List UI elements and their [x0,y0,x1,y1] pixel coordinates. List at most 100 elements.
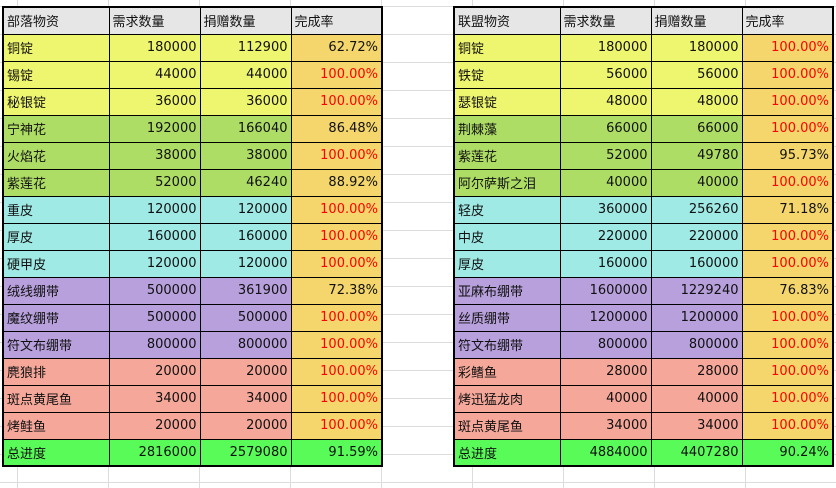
required-qty-cell[interactable]: 160000 [559,249,652,278]
item-name-cell[interactable]: 火焰花 [2,141,110,170]
required-qty-cell[interactable]: 40000 [559,168,652,197]
donated-qty-cell[interactable]: 160000 [199,222,292,251]
required-qty-cell[interactable]: 4884000 [559,438,652,467]
item-name-cell[interactable]: 总进度 [453,438,561,467]
donated-qty-cell[interactable]: 160000 [650,249,743,278]
donated-qty-cell[interactable]: 56000 [650,60,743,89]
required-qty-cell[interactable]: 40000 [559,384,652,413]
required-qty-cell[interactable]: 34000 [559,411,652,440]
donated-qty-cell[interactable]: 34000 [199,384,292,413]
donated-qty-cell[interactable]: 180000 [650,33,743,62]
item-name-cell[interactable]: 斑点黄尾鱼 [453,411,561,440]
column-header[interactable]: 需求数量 [559,6,652,35]
item-name-cell[interactable]: 符文布绷带 [453,330,561,359]
completion-rate-cell[interactable]: 100.00% [290,384,383,413]
required-qty-cell[interactable]: 120000 [108,249,201,278]
required-qty-cell[interactable]: 1200000 [559,303,652,332]
completion-rate-cell[interactable]: 72.38% [290,276,383,305]
donated-qty-cell[interactable]: 34000 [650,411,743,440]
donated-qty-cell[interactable]: 40000 [650,168,743,197]
item-name-cell[interactable]: 烤迅猛龙肉 [453,384,561,413]
completion-rate-cell[interactable]: 91.59% [290,438,383,467]
required-qty-cell[interactable]: 500000 [108,303,201,332]
item-name-cell[interactable]: 魔纹绷带 [2,303,110,332]
item-name-cell[interactable]: 麂狼排 [2,357,110,386]
completion-rate-cell[interactable]: 100.00% [290,249,383,278]
item-name-cell[interactable]: 铁锭 [453,60,561,89]
required-qty-cell[interactable]: 36000 [108,87,201,116]
required-qty-cell[interactable]: 500000 [108,276,201,305]
required-qty-cell[interactable]: 28000 [559,357,652,386]
donated-qty-cell[interactable]: 38000 [199,141,292,170]
required-qty-cell[interactable]: 20000 [108,357,201,386]
column-header[interactable]: 部落物资 [2,6,110,35]
item-name-cell[interactable]: 锡锭 [2,60,110,89]
required-qty-cell[interactable]: 48000 [559,87,652,116]
required-qty-cell[interactable]: 38000 [108,141,201,170]
donated-qty-cell[interactable]: 800000 [199,330,292,359]
column-header[interactable]: 捐赠数量 [650,6,743,35]
required-qty-cell[interactable]: 800000 [559,330,652,359]
donated-qty-cell[interactable]: 49780 [650,141,743,170]
item-name-cell[interactable]: 总进度 [2,438,110,467]
required-qty-cell[interactable]: 800000 [108,330,201,359]
completion-rate-cell[interactable]: 88.92% [290,168,383,197]
completion-rate-cell[interactable]: 100.00% [741,114,834,143]
item-name-cell[interactable]: 紫莲花 [453,141,561,170]
completion-rate-cell[interactable]: 100.00% [290,357,383,386]
completion-rate-cell[interactable]: 100.00% [741,60,834,89]
completion-rate-cell[interactable]: 100.00% [290,87,383,116]
completion-rate-cell[interactable]: 100.00% [290,195,383,224]
donated-qty-cell[interactable]: 66000 [650,114,743,143]
required-qty-cell[interactable]: 360000 [559,195,652,224]
item-name-cell[interactable]: 符文布绷带 [2,330,110,359]
donated-qty-cell[interactable]: 166040 [199,114,292,143]
completion-rate-cell[interactable]: 100.00% [741,249,834,278]
required-qty-cell[interactable]: 160000 [108,222,201,251]
donated-qty-cell[interactable]: 220000 [650,222,743,251]
column-header[interactable]: 完成率 [290,6,383,35]
completion-rate-cell[interactable]: 95.73% [741,141,834,170]
completion-rate-cell[interactable]: 100.00% [290,60,383,89]
item-name-cell[interactable]: 秘银锭 [2,87,110,116]
donated-qty-cell[interactable]: 120000 [199,195,292,224]
donated-qty-cell[interactable]: 20000 [199,411,292,440]
item-name-cell[interactable]: 轻皮 [453,195,561,224]
completion-rate-cell[interactable]: 100.00% [741,330,834,359]
item-name-cell[interactable]: 丝质绷带 [453,303,561,332]
donated-qty-cell[interactable]: 4407280 [650,438,743,467]
completion-rate-cell[interactable]: 100.00% [741,222,834,251]
completion-rate-cell[interactable]: 62.72% [290,33,383,62]
item-name-cell[interactable]: 铜锭 [2,33,110,62]
donated-qty-cell[interactable]: 256260 [650,195,743,224]
completion-rate-cell[interactable]: 100.00% [741,357,834,386]
donated-qty-cell[interactable]: 1200000 [650,303,743,332]
item-name-cell[interactable]: 绒线绷带 [2,276,110,305]
item-name-cell[interactable]: 硬甲皮 [2,249,110,278]
donated-qty-cell[interactable]: 28000 [650,357,743,386]
required-qty-cell[interactable]: 66000 [559,114,652,143]
item-name-cell[interactable]: 阿尔萨斯之泪 [453,168,561,197]
column-header[interactable]: 需求数量 [108,6,201,35]
completion-rate-cell[interactable]: 100.00% [741,303,834,332]
donated-qty-cell[interactable]: 120000 [199,249,292,278]
donated-qty-cell[interactable]: 361900 [199,276,292,305]
item-name-cell[interactable]: 重皮 [2,195,110,224]
required-qty-cell[interactable]: 1600000 [559,276,652,305]
donated-qty-cell[interactable]: 800000 [650,330,743,359]
item-name-cell[interactable]: 瑟银锭 [453,87,561,116]
required-qty-cell[interactable]: 56000 [559,60,652,89]
donated-qty-cell[interactable]: 2579080 [199,438,292,467]
item-name-cell[interactable]: 厚皮 [453,249,561,278]
completion-rate-cell[interactable]: 71.18% [741,195,834,224]
required-qty-cell[interactable]: 192000 [108,114,201,143]
required-qty-cell[interactable]: 44000 [108,60,201,89]
completion-rate-cell[interactable]: 100.00% [741,384,834,413]
required-qty-cell[interactable]: 34000 [108,384,201,413]
item-name-cell[interactable]: 烤鲑鱼 [2,411,110,440]
completion-rate-cell[interactable]: 100.00% [290,330,383,359]
item-name-cell[interactable]: 彩鳍鱼 [453,357,561,386]
required-qty-cell[interactable]: 52000 [108,168,201,197]
required-qty-cell[interactable]: 180000 [559,33,652,62]
item-name-cell[interactable]: 紫莲花 [2,168,110,197]
